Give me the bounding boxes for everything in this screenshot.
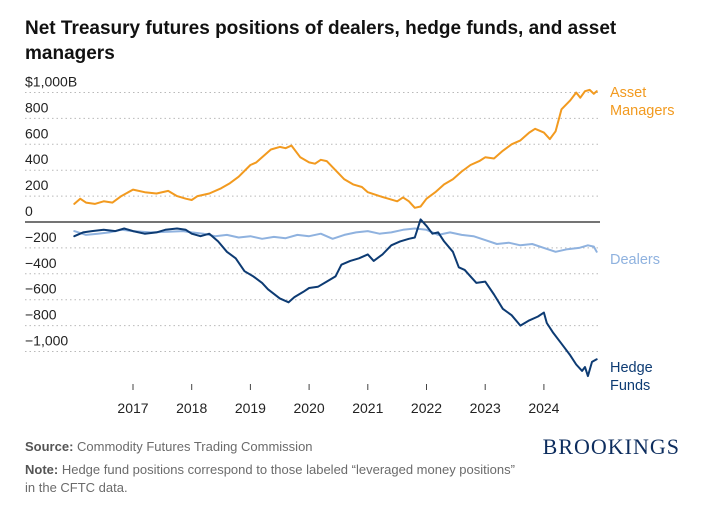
x-tick-label: 2019 [235, 400, 266, 416]
y-tick-label: 0 [25, 203, 33, 219]
x-axis-ticks: 2017 2018 2019 2020 2021 2022 2023 2024 [117, 384, 560, 416]
y-tick-label: 400 [25, 151, 49, 167]
source-label: Source: [25, 439, 74, 454]
note-line: Note: Hedge fund positions correspond to… [25, 461, 525, 497]
note-text: Hedge fund positions correspond to those… [25, 462, 515, 495]
y-tick-label: $1,000B [25, 74, 77, 90]
note-label: Note: [25, 462, 59, 477]
series-lines [73, 88, 598, 378]
line-chart: $1,000B 800 600 400 200 0 −200 −400 −600 −800 −1,0… [25, 74, 674, 416]
y-tick-label: −400 [25, 255, 57, 271]
x-tick-label: 2020 [294, 400, 325, 416]
x-tick-label: 2018 [176, 400, 207, 416]
x-tick-label: 2021 [352, 400, 383, 416]
y-tick-label: −1,000 [25, 333, 68, 349]
x-tick-label: 2024 [528, 400, 559, 416]
series-line-hedge-funds [73, 218, 598, 378]
chart-title: Net Treasury futures positions of dealer… [25, 18, 617, 64]
series-line-asset-managers [73, 88, 598, 209]
y-tick-label: 800 [25, 99, 49, 115]
brookings-logo: BROOKINGS [542, 434, 680, 459]
x-tick-label: 2023 [470, 400, 501, 416]
series-label-asset-managers: Asset Managers [610, 85, 674, 119]
y-axis-ticks: $1,000B 800 600 400 200 0 −200 −400 −600 −800 −1,0… [25, 74, 77, 349]
y-tick-label: −200 [25, 229, 57, 245]
y-tick-label: −600 [25, 281, 57, 297]
series-label-dealers: Dealers [610, 252, 660, 268]
series-line-dealers [73, 227, 598, 253]
source-text: Commodity Futures Trading Commission [73, 439, 313, 454]
gridlines [25, 92, 600, 352]
x-tick-label: 2022 [411, 400, 442, 416]
y-tick-label: 200 [25, 177, 49, 193]
source-line: Source: Commodity Futures Trading Commis… [25, 438, 313, 456]
series-labels: Asset Managers Dealers Hedge Funds [610, 85, 674, 394]
y-tick-label: 600 [25, 125, 49, 141]
y-tick-label: −800 [25, 307, 57, 323]
x-tick-label: 2017 [117, 400, 148, 416]
series-label-hedge-funds: Hedge Funds [610, 360, 653, 394]
